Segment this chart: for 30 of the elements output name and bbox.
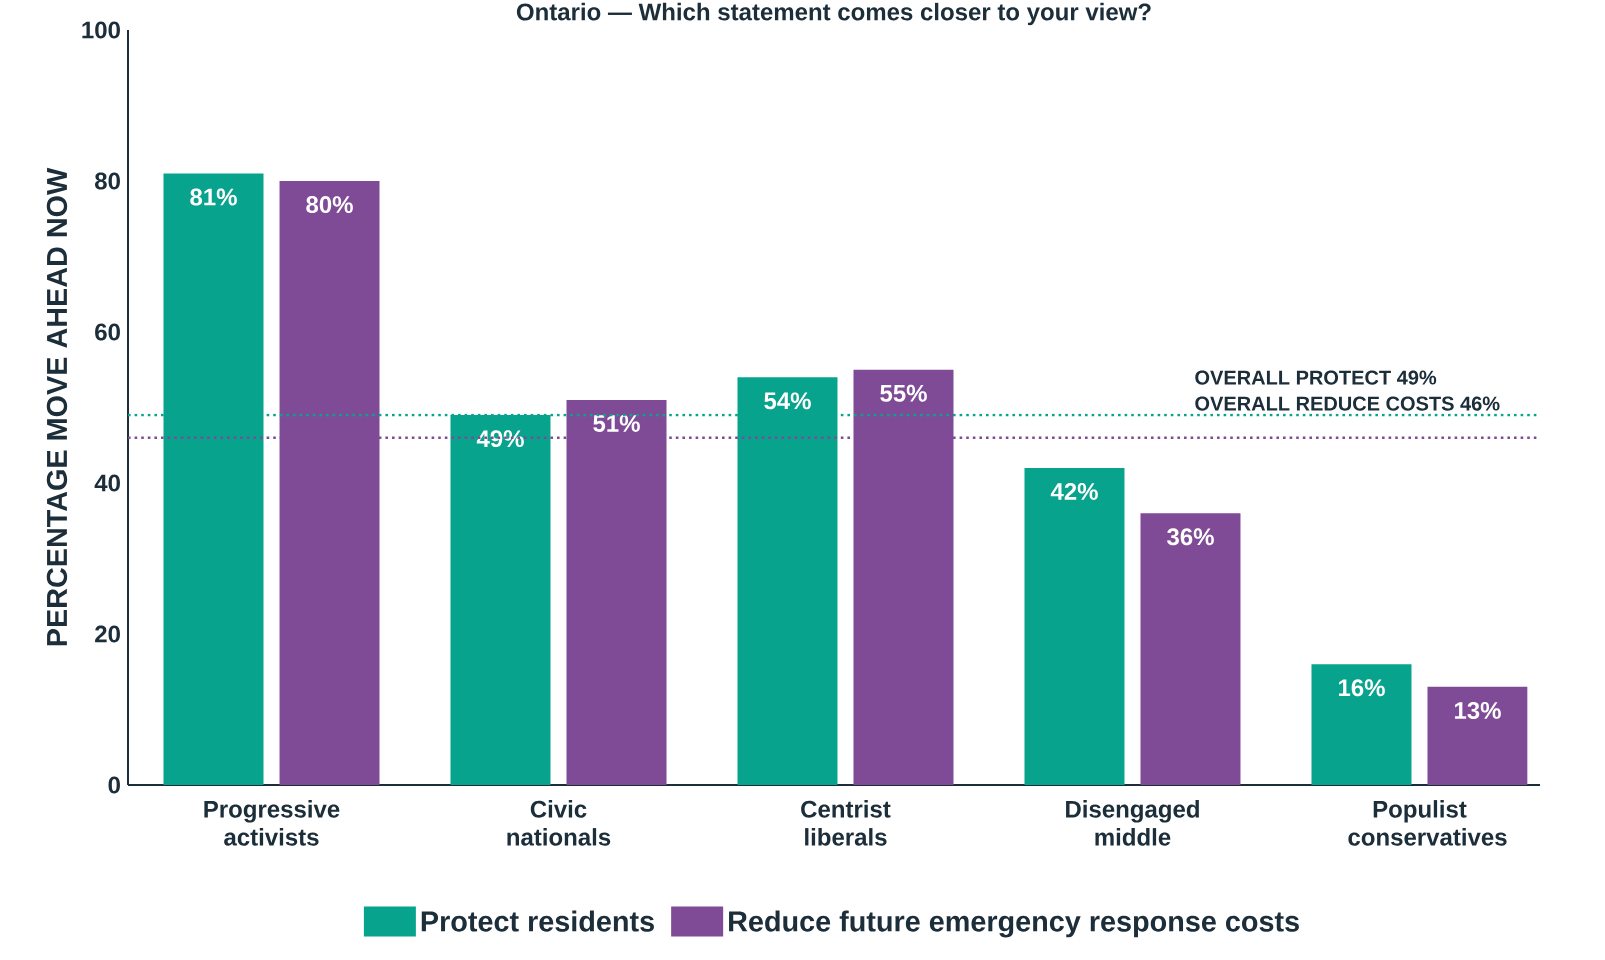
data-label: 42% — [1050, 482, 1098, 500]
bar — [1140, 513, 1241, 786]
bar — [1024, 467, 1125, 786]
bar — [1311, 664, 1412, 786]
ref-line-label: OVERALL REDUCE COSTS 46% — [1195, 396, 1500, 411]
x-tick-label: Civic nationals — [507, 800, 611, 846]
legend-label: Protect residents — [421, 910, 654, 932]
ref-line-label: OVERALL PROTECT 49% — [1195, 370, 1437, 385]
y-tick-label: 80 — [95, 172, 120, 190]
x-tick-label: Disengaged middle — [1066, 800, 1199, 846]
data-label: 81% — [190, 188, 237, 206]
legend-label: Reduce future emergency response costs — [729, 910, 1299, 938]
data-label: 55% — [880, 384, 927, 402]
data-label: 51% — [593, 415, 640, 432]
x-tick-label: Centrist liberals — [801, 800, 891, 846]
data-label: 13% — [1454, 701, 1501, 719]
x-tick-label: Progressive activists — [204, 800, 340, 846]
bar — [1427, 686, 1528, 786]
data-label: 54% — [764, 392, 811, 410]
chart-title: Ontario — Which statement comes closer to your view? — [516, 2, 1151, 26]
data-label: 16% — [1338, 679, 1385, 697]
y-tick-label: 100 — [82, 21, 120, 39]
data-label: 36% — [1167, 528, 1214, 546]
y-tick-label: 60 — [95, 323, 120, 341]
y-axis-title: PERCENTAGE MOVE AHEAD NOW — [46, 167, 68, 646]
y-tick-label: 0 — [108, 776, 120, 794]
x-tick-label: Populist conservatives — [1348, 800, 1507, 846]
y-tick-label: 20 — [95, 625, 120, 643]
y-tick-label: 40 — [94, 474, 120, 492]
data-label: 80% — [306, 196, 353, 214]
